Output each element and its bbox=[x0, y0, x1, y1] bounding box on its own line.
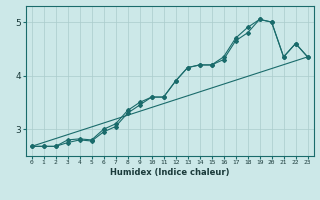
X-axis label: Humidex (Indice chaleur): Humidex (Indice chaleur) bbox=[110, 168, 229, 177]
